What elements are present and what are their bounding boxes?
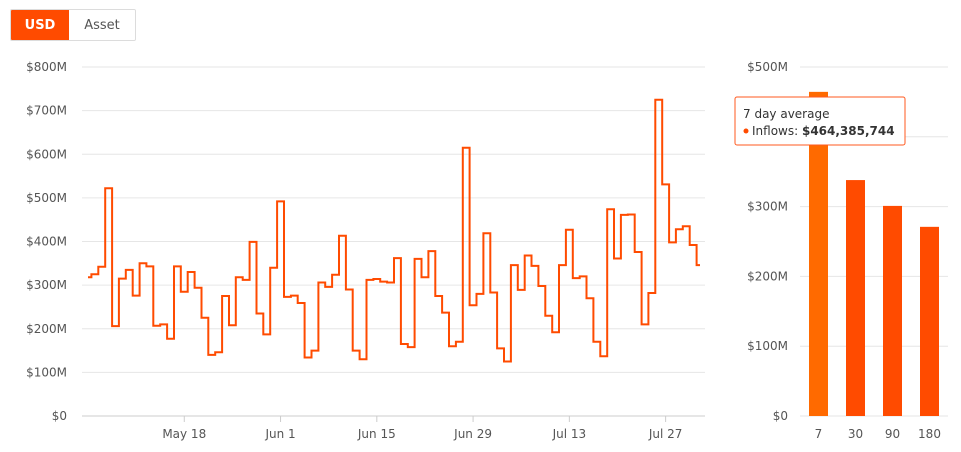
line-y-tick-label: $300M bbox=[26, 278, 67, 292]
bar-7-day[interactable] bbox=[809, 91, 828, 416]
line-chart-gridlines bbox=[82, 66, 705, 417]
bar-y-tick-label: $0 bbox=[773, 409, 788, 423]
bar-90-day[interactable] bbox=[883, 205, 902, 416]
line-y-tick-label: $200M bbox=[26, 322, 67, 336]
average-tooltip: 7 day average Inflows: $464,385,744 bbox=[734, 96, 906, 146]
bar-x-tick-label: 30 bbox=[848, 427, 863, 441]
line-y-tick-label: $400M bbox=[26, 235, 67, 249]
line-x-tick-label: Jun 29 bbox=[453, 427, 492, 441]
line-y-tick-label: $500M bbox=[26, 191, 67, 205]
tooltip-value: $464,385,744 bbox=[802, 124, 895, 138]
bar-x-tick-label: 90 bbox=[885, 427, 900, 441]
currency-toggle: USD Asset bbox=[10, 9, 136, 41]
bar-chart-bars[interactable] bbox=[809, 91, 939, 416]
bar-180-day[interactable] bbox=[920, 226, 939, 416]
bar-y-tick-label: $200M bbox=[747, 269, 788, 283]
tooltip-series-label: Inflows: bbox=[752, 124, 802, 138]
tooltip-value-line: Inflows: $464,385,744 bbox=[752, 124, 895, 138]
bar-chart-x-axis: 7 30 90 180 bbox=[815, 427, 941, 441]
line-chart-x-axis: May 18 Jun 1 Jun 15 Jun 29 Jul 13 Jul 27 bbox=[82, 415, 705, 441]
line-y-tick-label: $0 bbox=[52, 409, 67, 423]
line-x-tick-label: Jul 27 bbox=[648, 427, 683, 441]
tooltip-title: 7 day average bbox=[743, 107, 829, 121]
bar-y-tick-label: $100M bbox=[747, 339, 788, 353]
usd-toggle-button[interactable]: USD bbox=[11, 10, 69, 40]
line-x-tick-label: May 18 bbox=[162, 427, 206, 441]
line-x-tick-label: Jun 1 bbox=[264, 427, 295, 441]
bar-x-tick-label: 7 bbox=[815, 427, 823, 441]
bar-x-tick-label: 180 bbox=[918, 427, 941, 441]
bar-y-tick-label: $300M bbox=[747, 200, 788, 214]
inflows-series-line[interactable] bbox=[88, 98, 700, 363]
line-chart-series[interactable] bbox=[88, 98, 700, 363]
line-y-tick-label: $700M bbox=[26, 104, 67, 118]
line-y-tick-label: $100M bbox=[26, 365, 67, 379]
line-x-tick-label: Jul 13 bbox=[552, 427, 587, 441]
line-y-tick-label: $600M bbox=[26, 147, 67, 161]
asset-toggle-button[interactable]: Asset bbox=[69, 10, 135, 40]
bar-30-day[interactable] bbox=[846, 180, 865, 416]
bar-y-tick-label: $500M bbox=[747, 60, 788, 74]
line-chart-y-axis: $0 $100M $200M $300M $400M $500M $600M $700M $80… bbox=[26, 60, 67, 423]
line-x-tick-label: Jun 15 bbox=[357, 427, 396, 441]
tooltip-series-dot bbox=[743, 128, 749, 134]
line-y-tick-label: $800M bbox=[26, 60, 67, 74]
